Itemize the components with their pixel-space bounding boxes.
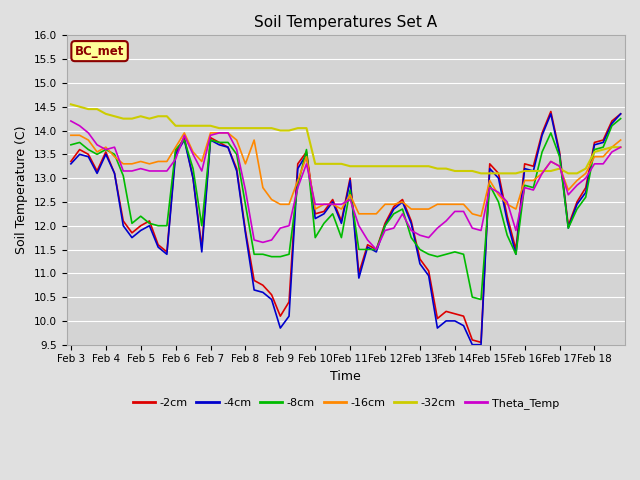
-4cm — [468, 342, 476, 348]
-16cm — [137, 158, 145, 164]
-8cm — [372, 247, 380, 252]
-16cm — [303, 154, 310, 159]
-2cm — [477, 339, 485, 345]
Line: -32cm: -32cm — [71, 104, 621, 173]
Line: -4cm: -4cm — [71, 114, 621, 345]
-8cm — [416, 247, 424, 252]
Line: -8cm: -8cm — [71, 119, 621, 300]
Theta_Temp — [337, 202, 345, 207]
Theta_Temp — [617, 144, 625, 150]
-32cm — [617, 144, 625, 150]
-2cm — [294, 161, 301, 167]
-32cm — [372, 163, 380, 169]
Theta_Temp — [294, 185, 301, 191]
-4cm — [425, 273, 433, 278]
-2cm — [337, 218, 345, 224]
-4cm — [372, 249, 380, 255]
Theta_Temp — [433, 225, 441, 231]
-16cm — [477, 213, 485, 219]
Title: Soil Temperatures Set A: Soil Temperatures Set A — [254, 15, 437, 30]
Theta_Temp — [67, 118, 75, 124]
-4cm — [67, 161, 75, 167]
-16cm — [617, 137, 625, 143]
-16cm — [433, 202, 441, 207]
Legend: -2cm, -4cm, -8cm, -16cm, -32cm, Theta_Temp: -2cm, -4cm, -8cm, -16cm, -32cm, Theta_Te… — [128, 394, 563, 413]
-2cm — [416, 256, 424, 262]
X-axis label: Time: Time — [330, 370, 361, 383]
-32cm — [294, 125, 301, 131]
Line: Theta_Temp: Theta_Temp — [71, 121, 621, 250]
-8cm — [337, 235, 345, 240]
-16cm — [180, 130, 188, 136]
-2cm — [617, 111, 625, 117]
-32cm — [137, 113, 145, 119]
Theta_Temp — [372, 247, 380, 252]
-16cm — [381, 202, 389, 207]
Theta_Temp — [425, 235, 433, 240]
-8cm — [137, 213, 145, 219]
-4cm — [137, 228, 145, 233]
-4cm — [337, 220, 345, 226]
Line: -2cm: -2cm — [71, 111, 621, 342]
-8cm — [425, 252, 433, 257]
-16cm — [425, 206, 433, 212]
-32cm — [425, 163, 433, 169]
-4cm — [294, 166, 301, 171]
-32cm — [67, 101, 75, 107]
Text: BC_met: BC_met — [75, 45, 124, 58]
-8cm — [67, 142, 75, 148]
-2cm — [425, 268, 433, 274]
Line: -16cm: -16cm — [71, 133, 621, 216]
-32cm — [477, 170, 485, 176]
-2cm — [547, 108, 555, 114]
Theta_Temp — [137, 166, 145, 171]
-32cm — [337, 161, 345, 167]
-16cm — [346, 192, 354, 198]
-8cm — [477, 297, 485, 302]
-2cm — [137, 223, 145, 228]
-4cm — [416, 261, 424, 267]
Y-axis label: Soil Temperature (C): Soil Temperature (C) — [15, 126, 28, 254]
-2cm — [372, 247, 380, 252]
-2cm — [67, 158, 75, 164]
-16cm — [67, 132, 75, 138]
-4cm — [617, 111, 625, 117]
-8cm — [617, 116, 625, 121]
-32cm — [416, 163, 424, 169]
Theta_Temp — [381, 228, 389, 233]
-4cm — [547, 111, 555, 117]
-8cm — [294, 182, 301, 188]
